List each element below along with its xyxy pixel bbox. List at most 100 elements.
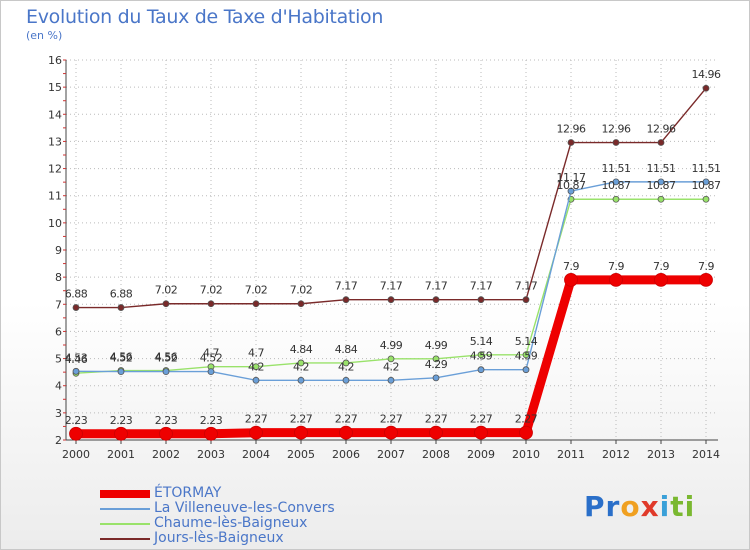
- data-point: [339, 425, 353, 440]
- legend-label: Chaume-lès-Baigneux: [154, 515, 308, 531]
- data-point: [477, 351, 485, 359]
- data-point: [567, 187, 575, 195]
- data-label: 7.02: [155, 284, 178, 297]
- data-label: 7.17: [335, 280, 358, 293]
- legend-swatch: [100, 490, 150, 498]
- data-label: 7.02: [200, 284, 223, 297]
- x-tick-label: 2006: [332, 448, 360, 461]
- data-label: 7.17: [380, 280, 403, 293]
- data-label: 10.87: [557, 179, 586, 192]
- data-point: [522, 366, 530, 374]
- data-label: 10.87: [647, 179, 676, 192]
- data-point: [657, 139, 665, 146]
- data-point: [702, 84, 710, 92]
- data-point: [519, 425, 533, 440]
- data-point: [387, 355, 395, 363]
- data-point: [429, 425, 443, 440]
- data-point: [699, 272, 713, 287]
- data-label: 4.7: [248, 347, 264, 360]
- proxiti-logo: Proxiti: [584, 490, 695, 523]
- data-label: 2.27: [515, 413, 538, 426]
- data-point: [297, 359, 305, 367]
- logo-letter: x: [640, 490, 660, 523]
- y-tick-label: 4: [55, 380, 62, 393]
- data-label: 4.84: [290, 343, 313, 356]
- data-point: [432, 374, 440, 382]
- logo-letter: o: [620, 490, 641, 523]
- data-label: 2.23: [200, 414, 223, 427]
- data-label: 2.27: [380, 413, 403, 426]
- data-label: 4.7: [203, 347, 219, 360]
- data-point: [567, 139, 575, 146]
- data-label: 7.9: [698, 260, 714, 273]
- x-tick-label: 2014: [692, 448, 720, 461]
- data-label: 4.2: [248, 360, 264, 373]
- data-label: 4.59: [470, 350, 493, 363]
- data-label: 5.14: [515, 335, 538, 348]
- y-tick-label: 10: [48, 217, 62, 230]
- data-label: 4.99: [380, 339, 403, 352]
- data-label: 2.23: [65, 414, 88, 427]
- data-point: [117, 304, 125, 311]
- logo-letter: P: [584, 490, 606, 523]
- x-tick-label: 2000: [62, 448, 90, 461]
- chart-title: Evolution du Taux de Taxe d'Habitation: [26, 6, 384, 28]
- x-tick-label: 2007: [377, 448, 405, 461]
- data-label: 2.27: [425, 413, 448, 426]
- logo-letter: t: [670, 490, 685, 523]
- data-point: [432, 296, 440, 304]
- data-label: 7.02: [290, 284, 313, 297]
- data-label: 12.96: [557, 123, 586, 136]
- logo-letter: r: [605, 490, 621, 523]
- data-point: [702, 195, 710, 203]
- data-point: [564, 272, 578, 287]
- y-tick-label: 3: [55, 407, 62, 420]
- x-tick-label: 2009: [467, 448, 495, 461]
- data-label: 4.56: [155, 351, 178, 364]
- data-label: 4.52: [155, 352, 178, 365]
- y-tick-label: 8: [55, 271, 62, 284]
- y-tick-label: 9: [55, 244, 62, 257]
- y-tick-label: 6: [55, 325, 62, 338]
- y-tick-label: 11: [48, 190, 62, 203]
- y-tick-label: 14: [48, 108, 62, 121]
- legend-label: La Villeneuve-les-Convers: [154, 500, 335, 516]
- data-point: [162, 368, 170, 376]
- data-label: 7.9: [563, 260, 579, 273]
- data-label: 7.9: [653, 260, 669, 273]
- x-tick-label: 2004: [242, 448, 270, 461]
- data-point: [522, 351, 530, 359]
- data-label: 11.51: [647, 162, 676, 175]
- y-tick-label: 5: [55, 353, 62, 366]
- data-label: 10.87: [602, 179, 631, 192]
- y-tick-label: 16: [48, 54, 62, 67]
- data-point: [297, 376, 305, 384]
- legend-swatch: [100, 508, 150, 510]
- x-tick-label: 2011: [557, 448, 585, 461]
- x-tick-label: 2012: [602, 448, 630, 461]
- logo-letter: i: [684, 490, 696, 523]
- data-point: [657, 178, 665, 186]
- data-label: 6.88: [65, 288, 88, 301]
- data-label: 4.84: [335, 343, 358, 356]
- y-tick-label: 15: [48, 81, 62, 94]
- data-point: [522, 296, 530, 304]
- y-tick-label: 12: [48, 163, 62, 176]
- x-tick-label: 2001: [107, 448, 135, 461]
- data-label: 4.46: [65, 353, 88, 366]
- legend-swatch: [100, 523, 150, 525]
- data-label: 7.02: [245, 284, 268, 297]
- data-point: [342, 296, 350, 304]
- data-point: [252, 376, 260, 384]
- data-point: [477, 296, 485, 304]
- x-tick-label: 2003: [197, 448, 225, 461]
- y-tick-label: 7: [55, 298, 62, 311]
- y-axis-unit-label: (en %): [26, 29, 63, 42]
- x-tick-label: 2013: [647, 448, 675, 461]
- data-point: [294, 425, 308, 440]
- data-point: [162, 300, 170, 308]
- data-label: 4.59: [515, 350, 538, 363]
- data-point: [252, 363, 260, 371]
- data-point: [612, 139, 620, 146]
- data-label: 4.2: [338, 360, 354, 373]
